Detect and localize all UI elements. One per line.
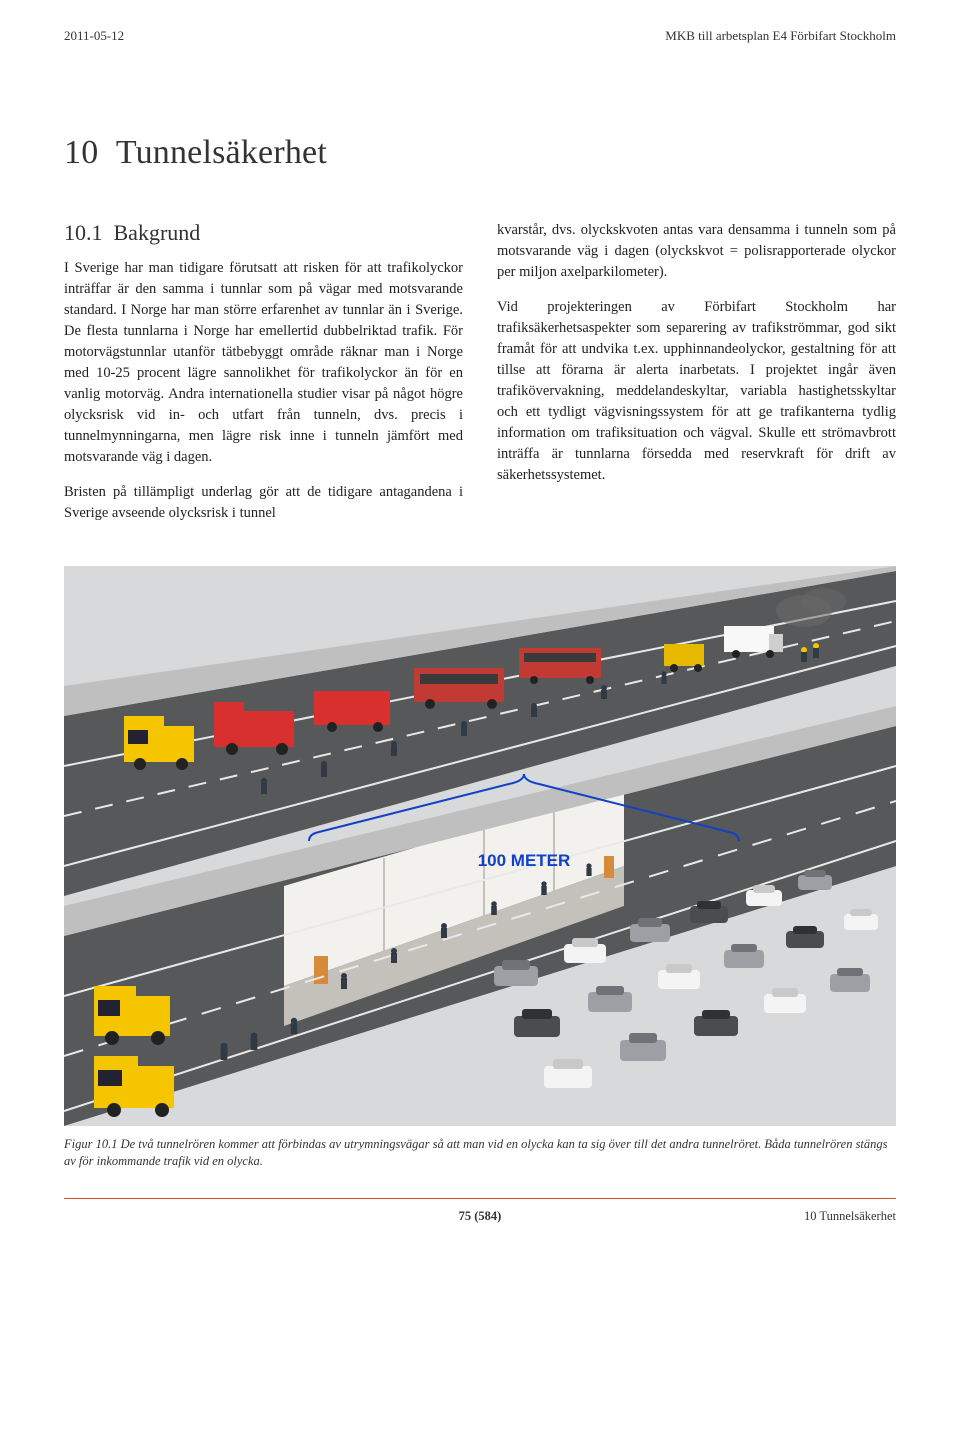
section-number: 10.1 — [64, 220, 103, 245]
header-date: 2011-05-12 — [64, 28, 124, 44]
paragraph: Bristen på tillämpligt underlag gör att … — [64, 482, 463, 524]
section-heading: 10.1 Bakgrund — [64, 220, 463, 246]
footer-section: 10 Tunnelsäkerhet — [804, 1209, 896, 1224]
figure: 100 METER Figur 10.1 De två tunnelrören … — [64, 566, 896, 1170]
distance-label: 100 METER — [478, 851, 571, 870]
paragraph: Vid projekteringen av Förbifart Stockhol… — [497, 297, 896, 486]
chapter-number: 10 — [64, 134, 98, 171]
chapter-title: Tunnelsäkerhet — [116, 134, 327, 171]
running-header: 2011-05-12 MKB till arbetsplan E4 Förbif… — [64, 28, 896, 44]
page-footer: 75 (584) 10 Tunnelsäkerhet — [64, 1199, 896, 1224]
figure-caption: Figur 10.1 De två tunnelrören kommer att… — [64, 1136, 896, 1170]
column-left: 10.1 Bakgrund I Sverige har man tidigare… — [64, 220, 463, 538]
paragraph: kvarstår, dvs. olyckskvoten antas vara d… — [497, 220, 896, 283]
page: 2011-05-12 MKB till arbetsplan E4 Förbif… — [0, 0, 960, 1443]
page-number: 75 (584) — [459, 1209, 502, 1224]
tunnel-illustration: 100 METER — [64, 566, 896, 1126]
column-right: kvarstår, dvs. olyckskvoten antas vara d… — [497, 220, 896, 538]
paragraph: I Sverige har man tidigare förutsatt att… — [64, 258, 463, 468]
chapter-heading: 10 Tunnelsäkerhet — [64, 134, 896, 172]
text-columns: 10.1 Bakgrund I Sverige har man tidigare… — [64, 220, 896, 538]
header-doc-title: MKB till arbetsplan E4 Förbifart Stockho… — [665, 28, 896, 44]
section-title: Bakgrund — [114, 220, 201, 245]
